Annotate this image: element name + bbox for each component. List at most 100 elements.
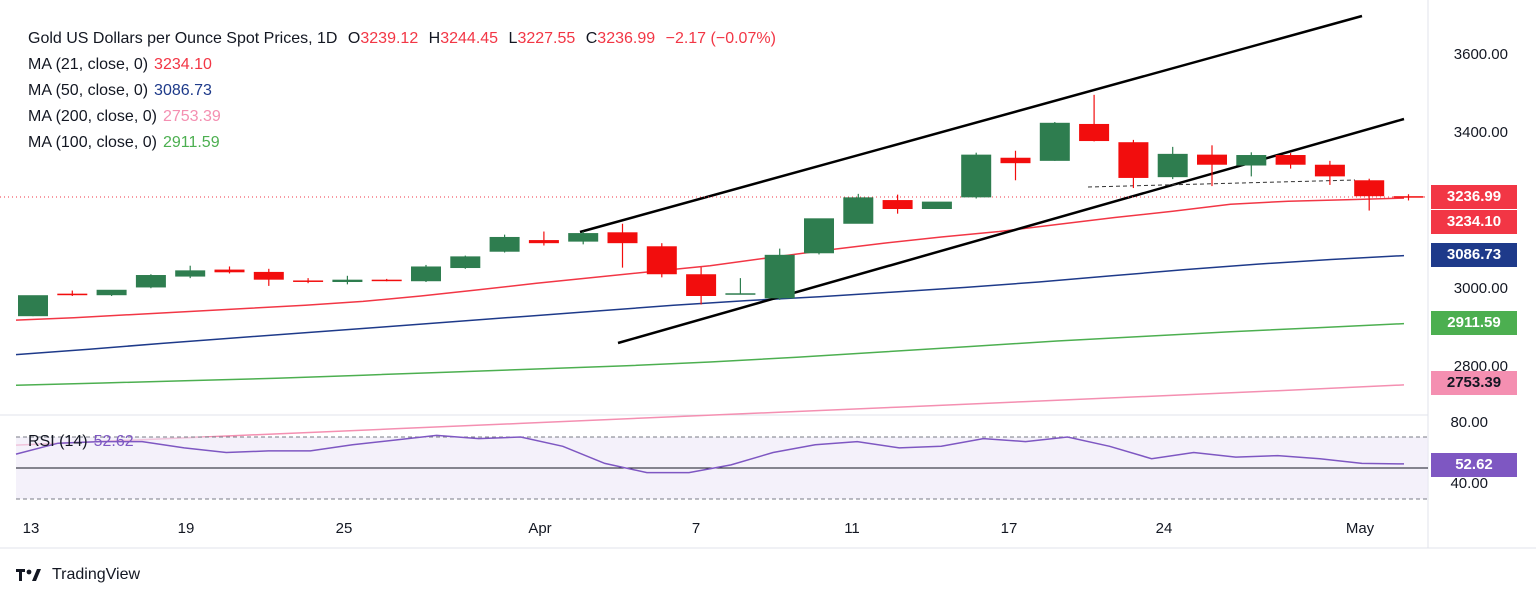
candle-body xyxy=(96,289,127,296)
price-pane xyxy=(0,0,1536,549)
ma200-badge: 2753.39 xyxy=(1431,371,1517,395)
candle-body xyxy=(253,271,284,280)
ma100-legend: MA (100, close, 0) 2911.59 xyxy=(28,133,226,153)
candle-36 xyxy=(1393,194,1424,201)
candle-body xyxy=(843,197,874,224)
ma200-legend: MA (200, close, 0) 2753.39 xyxy=(28,107,227,127)
ma50-value: 3086.73 xyxy=(154,82,212,99)
symbol-title: Gold US Dollars per Ounce Spot Prices, 1… xyxy=(28,30,338,47)
candle-27 xyxy=(1039,122,1070,161)
ma50-badge: 3086.73 xyxy=(1431,243,1517,267)
candle-30 xyxy=(1157,146,1188,180)
candle-body xyxy=(764,254,795,299)
candle-body xyxy=(725,293,756,295)
candle-body xyxy=(18,295,48,317)
candle-body xyxy=(646,246,677,275)
x-tick-11: 11 xyxy=(844,520,860,537)
close-value: 3236.99 xyxy=(597,30,656,47)
rsi-line xyxy=(15,434,1405,474)
candle-17 xyxy=(646,243,677,278)
candle-26 xyxy=(1000,150,1031,181)
candle-21 xyxy=(804,218,834,255)
rsi-legend: RSI (14) 52.62 xyxy=(28,432,140,452)
ma-line-2 xyxy=(15,254,1405,356)
candle-1 xyxy=(18,295,48,317)
ma50-legend: MA (50, close, 0) 3086.73 xyxy=(28,81,218,101)
ma-line-1 xyxy=(15,197,1405,321)
candle-33 xyxy=(1275,153,1306,169)
change-value: −2.17 (−0.07%) xyxy=(665,30,776,47)
rsi-pane xyxy=(15,434,1428,500)
rsi-badge: 52.62 xyxy=(1431,453,1517,477)
open-value: 3239.12 xyxy=(360,30,419,47)
ma21-legend: MA (21, close, 0) 3234.10 xyxy=(28,55,218,75)
x-tick-25: 25 xyxy=(335,520,353,537)
ma200-label: MA (200, close, 0) xyxy=(28,108,157,125)
brand-name: TradingView xyxy=(52,566,141,583)
candle-25 xyxy=(961,152,992,199)
candle-body xyxy=(293,280,324,282)
symbol-legend: Gold US Dollars per Ounce Spot Prices, 1… xyxy=(28,29,782,49)
candle-24 xyxy=(921,201,952,210)
x-tick-7: 7 xyxy=(691,520,701,537)
candle-body xyxy=(411,266,441,282)
candle-body xyxy=(961,154,992,198)
candle-7 xyxy=(253,268,284,286)
candle-body xyxy=(57,293,88,296)
candle-body xyxy=(686,274,717,296)
candle-body xyxy=(371,279,402,282)
candle-body xyxy=(882,200,913,210)
candle-4 xyxy=(135,274,166,289)
x-tick-13: 13 xyxy=(22,520,40,537)
candle-body xyxy=(1393,196,1424,198)
candle-8 xyxy=(293,278,324,284)
candle-31 xyxy=(1197,145,1227,187)
candle-body xyxy=(214,269,245,273)
candle-body xyxy=(332,279,363,283)
ma-line-3 xyxy=(15,322,1405,387)
low-label: L xyxy=(508,30,518,47)
ma21-label: MA (21, close, 0) xyxy=(28,56,149,73)
ma100-badge: 2911.59 xyxy=(1431,311,1517,335)
candle-10 xyxy=(371,278,402,282)
y-tick-2800: 2800.00 xyxy=(1453,358,1508,375)
candle-body xyxy=(1354,180,1385,197)
x-tick-may: May xyxy=(1345,520,1375,537)
candle-body xyxy=(1197,154,1227,165)
ma100-label: MA (100, close, 0) xyxy=(28,134,157,151)
candle-20 xyxy=(764,248,795,300)
candle-body xyxy=(568,233,599,242)
rsi-label: RSI (14) xyxy=(28,433,88,450)
candle-11 xyxy=(411,264,441,283)
x-tick-24: 24 xyxy=(1155,520,1173,537)
candle-12 xyxy=(450,255,481,269)
rsi-value: 52.62 xyxy=(93,433,134,450)
candle-body xyxy=(489,236,520,252)
candle-6 xyxy=(214,266,245,274)
y-tick-3400: 3400.00 xyxy=(1453,124,1508,141)
candle-29 xyxy=(1118,139,1149,189)
high-value: 3244.45 xyxy=(440,30,499,47)
ma100-value: 2911.59 xyxy=(162,134,220,151)
candle-9 xyxy=(332,275,363,285)
low-value: 3227.55 xyxy=(517,30,576,47)
open-label: O xyxy=(347,30,361,47)
candle-23 xyxy=(882,194,913,214)
candle-body xyxy=(1157,153,1188,178)
candle-body xyxy=(1275,155,1306,165)
candle-body xyxy=(450,256,481,269)
candle-body xyxy=(1039,122,1070,161)
candle-14 xyxy=(528,231,559,246)
candle-22 xyxy=(843,193,874,224)
candle-body xyxy=(528,240,559,244)
high-label: H xyxy=(428,30,441,47)
close-label: C xyxy=(585,30,598,47)
y-tick-3000: 3000.00 xyxy=(1453,280,1508,297)
x-tick-19: 19 xyxy=(177,520,195,537)
tradingview-brand[interactable]: TradingView xyxy=(16,566,140,584)
candle-body xyxy=(1000,157,1031,164)
candle-body xyxy=(804,218,834,254)
tradingview-logo-icon xyxy=(16,569,41,581)
ma50-label: MA (50, close, 0) xyxy=(28,82,149,99)
